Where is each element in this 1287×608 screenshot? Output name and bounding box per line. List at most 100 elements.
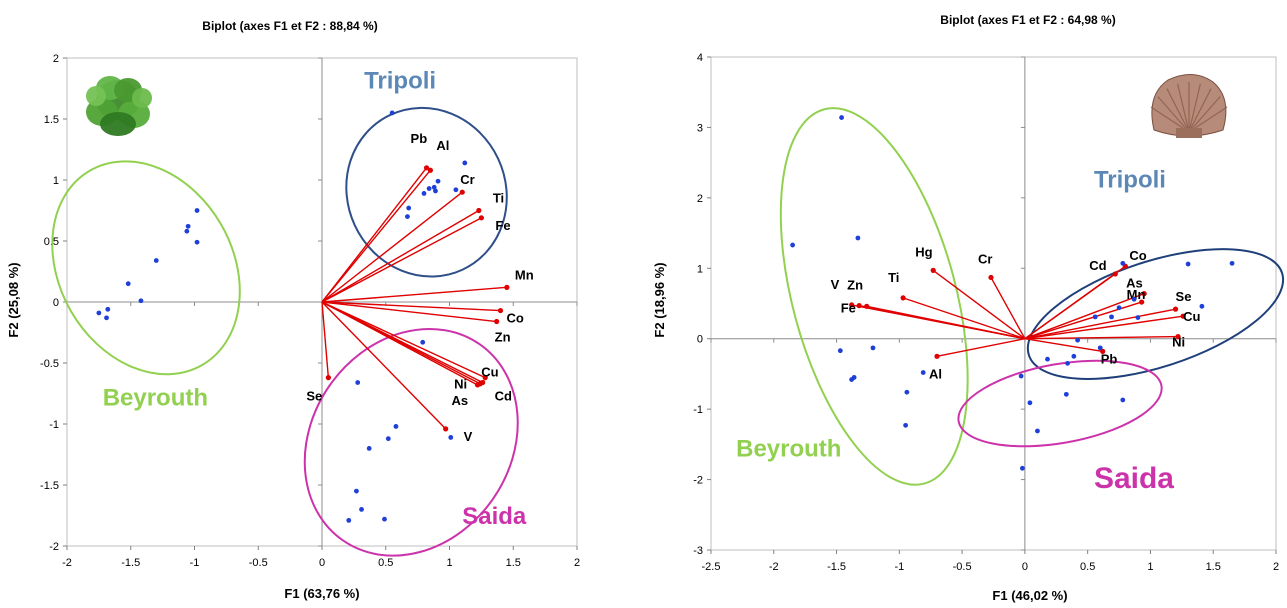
variable-label-al: Al <box>436 138 449 153</box>
lettuce-icon <box>86 76 152 136</box>
observation-point <box>1045 356 1050 362</box>
observation-point <box>1229 260 1235 266</box>
loading-vector-tip <box>504 284 510 290</box>
observation-point <box>355 380 361 385</box>
plot-frame <box>710 56 1277 551</box>
loading-vector-tip <box>325 375 331 381</box>
loading-vector-cu <box>1024 315 1184 340</box>
shell-rib <box>1188 106 1228 133</box>
y-tick-label: -1.5 <box>40 480 59 492</box>
loading-vector-mn <box>1024 301 1142 340</box>
loading-vector-co <box>1024 265 1126 340</box>
x-tick-label: -2 <box>769 561 779 573</box>
loading-vector-fe <box>866 305 1026 340</box>
x-axis-label: F1 (46,02 %) <box>992 588 1067 603</box>
group-ellipse-saida <box>957 359 1163 448</box>
observation-point <box>359 507 364 512</box>
left-biplot-chart: Biplot (axes F1 et F2 : 88,84 %) F1 (63,7… <box>6 19 580 601</box>
x-tick-label: -1.5 <box>827 561 846 573</box>
x-axis-label: F1 (63,76 %) <box>284 586 359 601</box>
loading-vector-al <box>936 338 1026 358</box>
observation-point <box>421 191 427 196</box>
shell-rib <box>1177 83 1190 133</box>
observation-point <box>839 115 844 120</box>
x-tick-label: 0 <box>1022 561 1028 573</box>
loading-vector-tip <box>930 267 936 273</box>
observation-point <box>354 488 359 494</box>
x-tick-label: 0.5 <box>1080 561 1095 573</box>
variable-label-cd: Cd <box>495 389 512 404</box>
loading-vector-tip <box>1175 334 1181 340</box>
variable-label-zn: Zn <box>495 330 511 345</box>
observation-point <box>1027 400 1033 406</box>
observation-point <box>1120 397 1126 403</box>
x-tick-label: 1 <box>446 557 452 569</box>
loading-vector-tip <box>864 303 870 309</box>
lettuce-leaf <box>86 86 106 106</box>
variable-label-pb: Pb <box>411 131 428 146</box>
observation-point <box>431 184 437 190</box>
lettuce-leaf <box>100 112 136 136</box>
shell-rib <box>1188 96 1221 133</box>
variable-label-se: Se <box>1176 289 1192 304</box>
loading-vector-tip <box>427 167 433 173</box>
loading-vector-mn <box>321 286 507 303</box>
x-tick-label: -2 <box>62 557 72 569</box>
y-axis-label: F2 (25,08 %) <box>6 262 21 337</box>
y-tick-label: -1 <box>693 404 703 416</box>
loading-vector-tip <box>934 353 940 359</box>
variable-label-as: As <box>452 393 469 408</box>
variable-label-ti: Ti <box>888 270 899 285</box>
observation-point <box>385 436 391 442</box>
group-ellipse-tripoli <box>1026 248 1285 380</box>
observation-point <box>903 422 909 428</box>
x-tick-label: 2 <box>1273 561 1279 573</box>
observation-point <box>1018 373 1024 379</box>
loading-vector-tip <box>476 207 482 214</box>
observation-point <box>462 160 468 166</box>
loading-vector-tip <box>988 274 994 281</box>
observation-point <box>1071 353 1077 359</box>
loading-vector-ti <box>902 297 1026 340</box>
variable-label-pb: Pb <box>1101 351 1118 366</box>
variable-label-cd: Cd <box>1089 258 1106 273</box>
shell-rib <box>1157 96 1190 133</box>
y-tick-label: -3 <box>693 545 703 557</box>
loading-vector-hg <box>932 269 1026 340</box>
loading-vector-tip <box>900 295 906 301</box>
loading-vector-al <box>321 169 431 303</box>
observation-point <box>904 389 910 395</box>
y-tick-label: -2 <box>693 475 703 487</box>
variable-label-fe: Fe <box>495 218 510 233</box>
loading-vector-tip <box>856 303 862 309</box>
x-tick-label: 1 <box>1147 561 1153 573</box>
observation-point <box>920 370 926 375</box>
loading-vector-tip <box>1139 299 1145 305</box>
y-tick-label: -1 <box>49 419 59 431</box>
observation-point <box>346 517 352 523</box>
observation-point <box>448 435 454 440</box>
observation-point <box>1185 261 1191 267</box>
loading-vector-tip <box>1100 348 1106 354</box>
chart-title: Biplot (axes F1 et F2 : 88,84 %) <box>202 19 377 33</box>
y-tick-label: 2 <box>53 53 59 65</box>
observation-point <box>837 348 843 354</box>
observation-point <box>184 228 190 234</box>
variable-label-fe: Fe <box>841 300 856 315</box>
variable-label-ni: Ni <box>1172 335 1185 350</box>
shell-rib <box>1150 106 1190 133</box>
variable-label-co: Co <box>507 311 524 326</box>
y-tick-label: 4 <box>697 52 703 64</box>
observation-point <box>406 205 412 211</box>
loading-vector-tip <box>423 165 430 171</box>
variable-label-ti: Ti <box>493 191 504 206</box>
loading-vector-ti <box>321 209 480 303</box>
observation-point <box>125 281 131 287</box>
y-axis-label: F2 (18,96 %) <box>652 262 667 337</box>
left-biplot-panel: Biplot (axes F1 et F2 : 88,84 %) F1 (63,7… <box>0 0 640 608</box>
loading-vector-v <box>321 301 447 430</box>
observation-point <box>426 186 432 191</box>
loading-vector-se <box>321 301 330 378</box>
observation-point <box>1120 260 1126 266</box>
observation-point <box>851 375 857 380</box>
